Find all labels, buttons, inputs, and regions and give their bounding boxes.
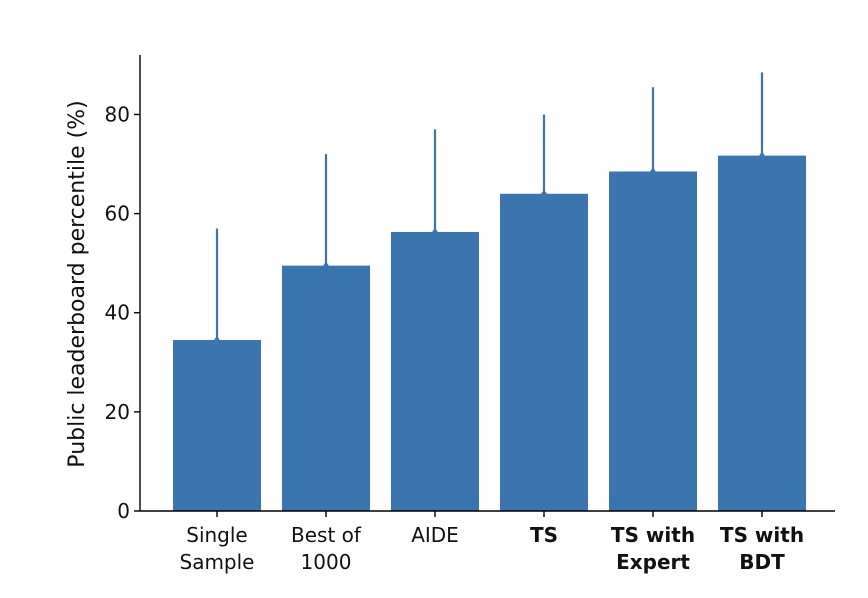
axes-group: [139, 55, 835, 512]
bar: [609, 171, 697, 511]
error-bar-marker: [541, 191, 547, 197]
bar: [391, 231, 479, 512]
bar: [718, 155, 806, 512]
x-tick-label-line: Best of: [291, 523, 362, 547]
x-tick-label-line: TS with: [720, 523, 804, 547]
error-bars-group: [214, 72, 765, 343]
x-tick-label-line: BDT: [739, 550, 785, 574]
x-tick-label-line: TS: [530, 523, 558, 547]
x-tick-label-line: AIDE: [411, 523, 459, 547]
y-tick-label: 60: [105, 202, 130, 226]
x-tick-label: Single Sample: [180, 523, 255, 574]
x-tick-label: TS with Expert: [611, 523, 695, 574]
error-bar-marker: [214, 337, 220, 343]
y-axis-label: Public leaderboard percentile (%): [65, 100, 90, 467]
x-tick-label: TS with BDT: [720, 523, 804, 574]
bar: [173, 340, 261, 511]
y-tick-label: 40: [105, 301, 130, 325]
bar: [500, 193, 588, 512]
x-tick-label-line: 1000: [301, 550, 352, 574]
error-bar-marker: [650, 168, 656, 174]
y-tick-label: 0: [117, 499, 130, 523]
y-ticks-group: 0 20 40 60 80: [105, 102, 140, 523]
bar: [282, 265, 370, 511]
x-tick-label-line: Sample: [180, 550, 255, 574]
x-ticks-group: Single Sample Best of 1000 AIDE TS TS with Expe…: [180, 511, 804, 574]
x-tick-label-line: Single: [186, 523, 247, 547]
x-tick-label: AIDE: [411, 523, 459, 547]
x-tick-label-line: TS with: [611, 523, 695, 547]
y-tick-label: 80: [105, 102, 130, 126]
error-bar-marker: [323, 263, 329, 269]
bars-group: [173, 155, 806, 512]
x-tick-label: Best of 1000: [291, 523, 362, 574]
error-bar-marker: [432, 229, 438, 235]
error-bar-marker: [759, 153, 765, 159]
x-tick-label-line: Expert: [616, 550, 690, 574]
x-tick-label: TS: [530, 523, 558, 547]
y-tick-label: 20: [105, 400, 130, 424]
